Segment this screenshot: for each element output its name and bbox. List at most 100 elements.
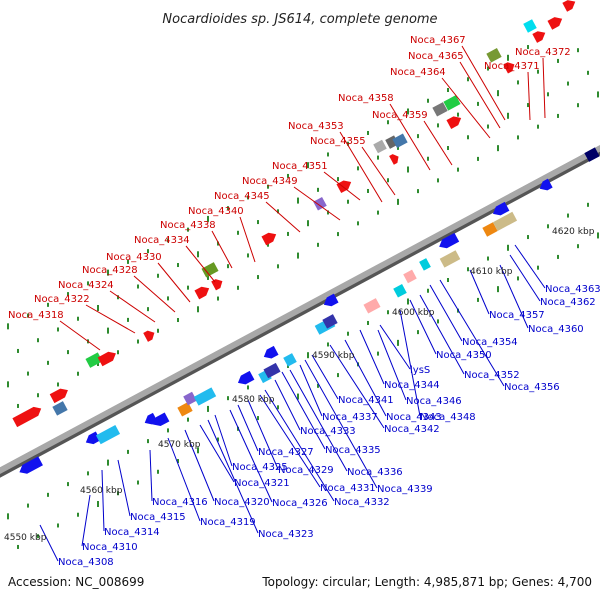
gene-label-reverse: Noca_4346 bbox=[406, 396, 462, 407]
tick-mark bbox=[507, 54, 509, 61]
tick-mark bbox=[437, 319, 439, 324]
gene-feature bbox=[446, 116, 462, 129]
gene-label-reverse: Noca_4331 bbox=[320, 483, 376, 494]
gene-arrow bbox=[323, 293, 339, 307]
gene-box bbox=[419, 258, 431, 271]
kbp-scale: 4550 kbp 4560 kbp 4570 kbp 4580 kbp 4590 kbp… bbox=[4, 227, 595, 543]
tick-mark bbox=[237, 230, 239, 235]
gene-label-reverse: Noca_4310 bbox=[82, 542, 138, 553]
tick-mark bbox=[217, 296, 219, 301]
gene-label-reverse: Noca_4320 bbox=[214, 497, 270, 508]
tick-mark bbox=[247, 385, 249, 390]
gene-box bbox=[486, 48, 502, 63]
gene-label-forward: Noca_4359 bbox=[372, 110, 428, 121]
tick-mark bbox=[327, 342, 329, 347]
tick-mark bbox=[217, 241, 219, 246]
gene-feature bbox=[52, 401, 68, 416]
tick-mark bbox=[337, 177, 339, 182]
tick-mark bbox=[197, 306, 199, 313]
tick-mark bbox=[547, 92, 549, 97]
tick-mark bbox=[137, 339, 139, 344]
tick-mark bbox=[527, 45, 529, 50]
tick-mark bbox=[167, 238, 169, 243]
gene-label-reverse: Noca_4323 bbox=[258, 529, 314, 540]
accession-text: Accession: NC_008699 bbox=[8, 575, 144, 589]
gene-label-reverse: Noca_4314 bbox=[104, 527, 160, 538]
tick-mark bbox=[17, 544, 19, 549]
tick-mark bbox=[487, 256, 489, 261]
tick-mark bbox=[157, 273, 159, 278]
kbp-label: 4620 kbp bbox=[552, 227, 595, 237]
gene-label-forward: Noca_4364 bbox=[390, 67, 446, 78]
gene-feature bbox=[49, 388, 68, 404]
tick-mark bbox=[497, 286, 499, 293]
tick-mark bbox=[527, 103, 529, 108]
leader-line bbox=[323, 171, 361, 201]
gene-box bbox=[52, 401, 68, 416]
tick-mark bbox=[337, 232, 339, 237]
tick-mark bbox=[207, 215, 209, 222]
gene-feature bbox=[211, 279, 223, 291]
gene-label-forward: Noca_4334 bbox=[134, 235, 190, 246]
tick-mark bbox=[37, 338, 39, 343]
tick-mark bbox=[137, 284, 139, 289]
gene-feature bbox=[523, 19, 537, 33]
tick-mark bbox=[127, 259, 129, 264]
gene-feature bbox=[97, 351, 116, 367]
kbp-label: 4570 kbp bbox=[158, 440, 201, 450]
gene-label-reverse: Noca_4333 bbox=[300, 426, 356, 437]
tick-mark bbox=[417, 330, 419, 335]
leader-line bbox=[167, 437, 201, 522]
gene-arrow bbox=[336, 180, 352, 194]
gene-box bbox=[392, 133, 408, 149]
tick-mark bbox=[507, 112, 509, 119]
leader-line bbox=[109, 290, 156, 323]
gene-feature bbox=[503, 62, 515, 74]
leader-line bbox=[423, 120, 453, 166]
leader-line bbox=[514, 244, 546, 289]
gene-arrow bbox=[539, 178, 553, 191]
leader-line bbox=[429, 284, 463, 342]
tick-mark bbox=[17, 403, 19, 408]
tick-mark bbox=[427, 98, 429, 103]
tick-mark bbox=[217, 437, 219, 442]
label-leader-lines bbox=[39, 45, 546, 562]
gene-feature bbox=[201, 262, 219, 278]
tick-mark bbox=[117, 491, 119, 496]
tick-mark bbox=[137, 480, 139, 485]
gene-feature bbox=[492, 201, 510, 216]
gene-arrow bbox=[547, 17, 563, 30]
tick-mark bbox=[157, 469, 159, 474]
leader-line bbox=[389, 103, 431, 171]
gene-feature bbox=[19, 456, 43, 474]
tick-mark bbox=[457, 167, 459, 172]
gene-box bbox=[95, 425, 121, 445]
gene-arrow bbox=[85, 431, 101, 445]
gene-feature bbox=[177, 402, 193, 417]
gene-feature bbox=[183, 391, 197, 406]
gene-feature bbox=[283, 353, 297, 367]
tick-mark bbox=[367, 320, 369, 325]
tick-mark bbox=[347, 141, 349, 146]
gene-box bbox=[322, 314, 338, 329]
tick-mark bbox=[177, 263, 179, 268]
gene-label-forward: Noca_4322 bbox=[34, 294, 90, 305]
tick-mark bbox=[547, 224, 549, 229]
gene-arrow bbox=[19, 456, 43, 474]
tick-mark bbox=[127, 449, 129, 454]
gene-feature bbox=[313, 196, 327, 211]
gene-feature bbox=[532, 31, 546, 43]
tick-mark bbox=[247, 195, 249, 200]
tick-mark bbox=[17, 348, 19, 353]
gene-arrow bbox=[263, 345, 279, 359]
leader-line bbox=[419, 294, 465, 375]
gene-feature bbox=[492, 211, 518, 232]
leader-line bbox=[133, 275, 176, 313]
tick-mark bbox=[567, 213, 569, 218]
map-title: Nocardioides sp. JS614, complete genome bbox=[162, 12, 437, 27]
gene-feature bbox=[439, 250, 461, 268]
leader-line bbox=[527, 71, 531, 121]
gene-label-reverse: Noca_4308 bbox=[58, 557, 114, 568]
tick-mark bbox=[167, 428, 169, 433]
